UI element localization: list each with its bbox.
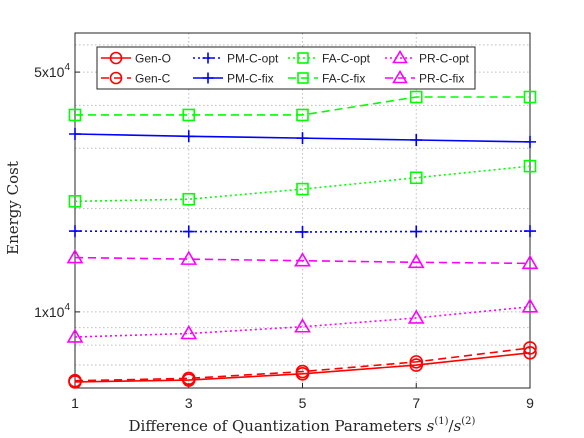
series-gen-c [68, 341, 537, 388]
data-point-fa-c-opt [523, 159, 537, 173]
data-point-fa-c-fix [523, 90, 537, 104]
x-tick-label: 3 [185, 395, 193, 411]
legend-label: Gen-C [135, 72, 171, 86]
data-point-pm-c-opt [69, 225, 81, 238]
data-point-pr-c-opt [294, 318, 311, 333]
legend-label: FA-C-fix [322, 72, 365, 86]
data-point-gen-c [409, 355, 424, 369]
data-point-pm-c-opt [296, 225, 309, 238]
legend-item-pr-c-opt: PR-C-opt [385, 49, 470, 66]
legend-marker [297, 72, 309, 84]
x-tick-label: 1 [71, 395, 79, 411]
series-line-fa-c-fix [75, 96, 530, 116]
series-line-pr-c-opt [74, 305, 531, 338]
data-point-pm-c-fix [524, 135, 536, 148]
series-pm-c-opt [69, 225, 536, 238]
data-point-gen-c [68, 373, 82, 388]
data-point-pr-c-opt [180, 324, 198, 340]
legend-label: PR-C-fix [419, 72, 464, 86]
legend-item-pm-c-opt: PM-C-opt [193, 52, 279, 66]
legend-marker [392, 49, 408, 64]
data-point-pm-c-fix [296, 132, 309, 145]
data-point-pr-c-fix [294, 252, 311, 267]
legend-label: PM-C-fix [227, 72, 274, 86]
series-fa-c-opt [68, 159, 537, 208]
data-point-pm-c-fix [69, 128, 81, 141]
legend: Gen-O PM-C-opt FA-C-opt PR-C-opt Gen-C PM-C-f… [96, 46, 476, 90]
x-tick-label: 7 [412, 395, 420, 411]
data-point-pm-c-fix [410, 133, 423, 146]
data-point-fa-c-fix [182, 108, 196, 122]
x-axis-label: Difference of Quantization Parameters s(… [129, 416, 476, 435]
legend-item-fa-c-fix: FA-C-fix [288, 72, 365, 86]
y-tick-label: 1x104 [34, 302, 70, 320]
series-pr-c-fix [66, 248, 539, 270]
y-tick-label: 5x104 [34, 62, 70, 80]
series-line-gen-c [74, 347, 531, 382]
series-pm-c-fix [69, 128, 536, 148]
data-point-fa-c-fix [409, 90, 423, 104]
y-axis-label: Energy Cost [4, 161, 22, 255]
legend-label: PR-C-opt [419, 52, 470, 66]
legend-marker [392, 69, 408, 84]
series-group [66, 90, 539, 389]
data-point-fa-c-opt [409, 171, 423, 185]
legend-marker [202, 52, 214, 64]
data-point-pr-c-opt [407, 309, 425, 324]
data-point-pr-c-opt [66, 328, 84, 343]
x-tick-label: 5 [299, 395, 307, 411]
legend-marker [109, 71, 123, 85]
legend-item-gen-o: Gen-O [101, 52, 171, 66]
legend-item-fa-c-opt: FA-C-opt [288, 52, 371, 66]
data-point-pr-c-fix [66, 248, 84, 264]
legend-label: FA-C-opt [322, 52, 371, 66]
data-point-gen-c [181, 371, 196, 386]
legend-marker [202, 72, 214, 84]
data-point-pm-c-opt [182, 225, 195, 238]
legend-item-gen-c: Gen-C [101, 72, 171, 86]
data-point-gen-c [523, 341, 537, 355]
x-tick-label: 9 [526, 395, 534, 411]
series-line-pm-c-opt [74, 230, 531, 233]
legend-item-pr-c-fix: PR-C-fix [385, 69, 464, 86]
series-line-pr-c-fix [74, 256, 531, 265]
series-line-fa-c-opt [74, 165, 531, 203]
legend-marker [109, 51, 123, 65]
data-point-pr-c-fix [521, 254, 539, 270]
data-point-fa-c-opt [68, 195, 82, 208]
data-point-pr-c-opt [521, 298, 539, 313]
series-line-gen-o [74, 351, 531, 383]
axes: 1 3 5 7 9 1x104 5x104 [34, 62, 534, 411]
legend-label: PM-C-opt [227, 52, 279, 66]
data-point-fa-c-fix [296, 108, 309, 122]
data-point-fa-c-fix [68, 108, 82, 122]
series-fa-c-fix [68, 90, 537, 122]
legend-item-pm-c-fix: PM-C-fix [193, 72, 274, 86]
series-pr-c-opt [66, 298, 539, 343]
data-point-pm-c-opt [524, 225, 536, 238]
data-point-pr-c-fix [407, 253, 425, 269]
legend-marker [297, 52, 309, 64]
data-point-fa-c-opt [182, 192, 196, 206]
legend-box [96, 46, 476, 90]
data-point-fa-c-opt [296, 182, 309, 196]
data-point-pm-c-opt [410, 225, 423, 238]
data-point-pr-c-fix [180, 250, 198, 265]
data-point-pm-c-fix [182, 130, 195, 143]
legend-label: Gen-O [135, 52, 171, 66]
data-point-gen-o [523, 345, 537, 360]
data-point-gen-c [295, 364, 310, 379]
